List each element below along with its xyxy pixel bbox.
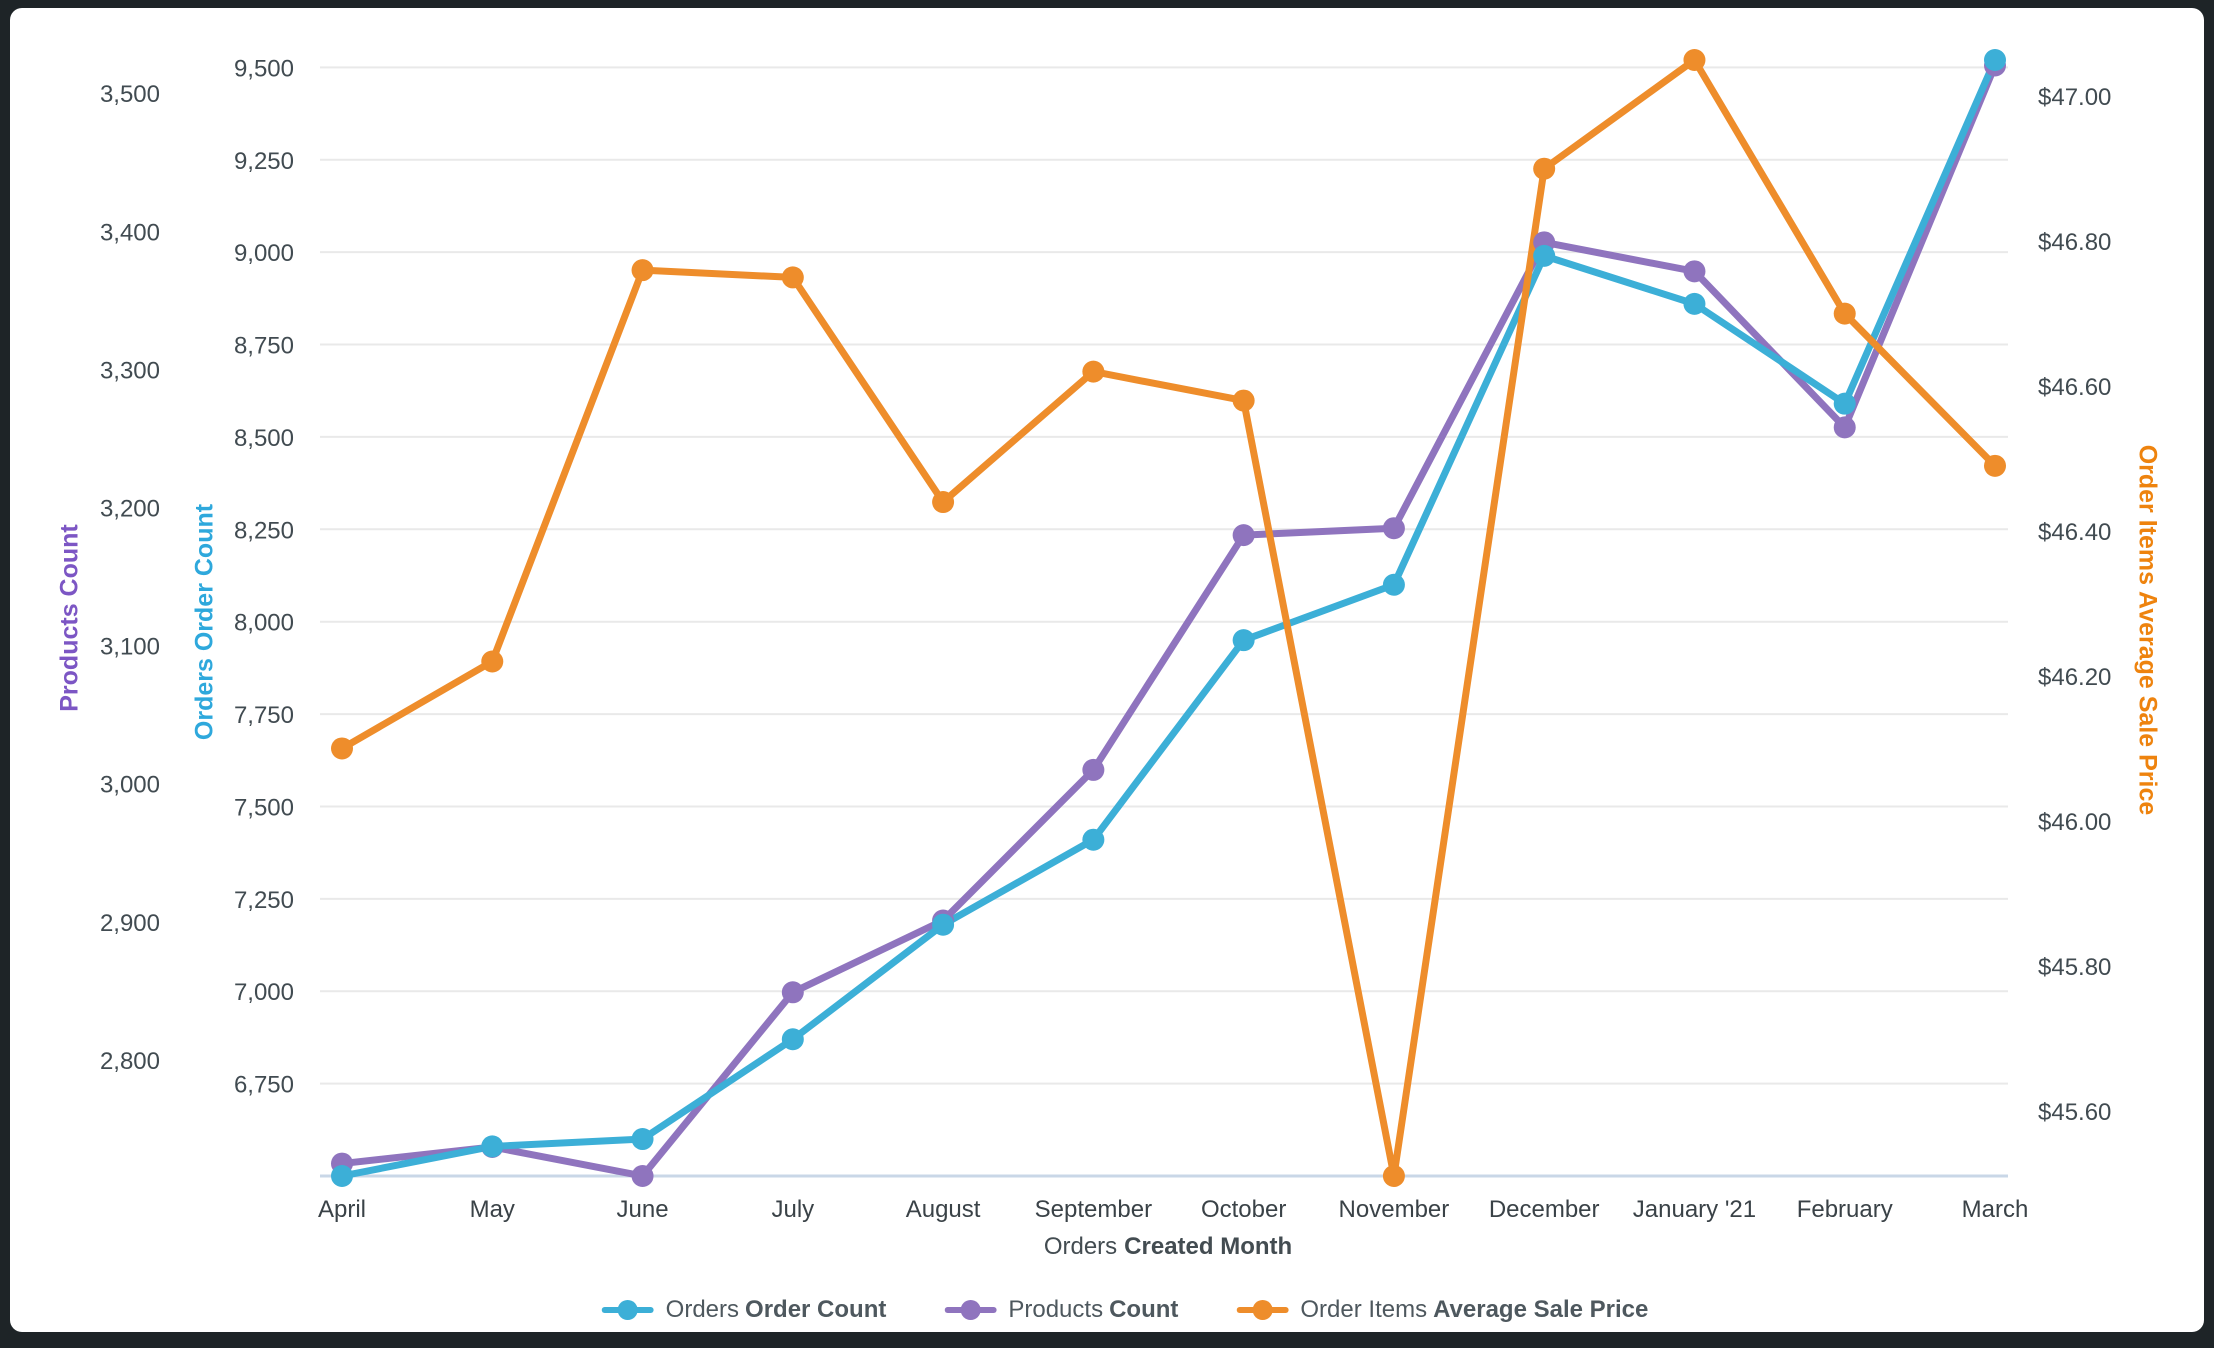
data-point-order_items_average_sale_price-5[interactable] (1082, 360, 1105, 383)
data-point-products_count-9[interactable] (1683, 260, 1706, 283)
y-axis-tick-label-products: 3,200 (100, 496, 160, 523)
y-axis-tick-label-orders: 7,750 (234, 702, 294, 729)
data-point-order_items_average_sale_price-9[interactable] (1683, 49, 1706, 71)
data-point-order_items_average_sale_price-8[interactable] (1533, 157, 1556, 180)
data-point-order_items_average_sale_price-7[interactable] (1382, 1165, 1405, 1187)
y-axis-title-orders-order-count: Orders Order Count (190, 503, 219, 741)
data-point-order_items_average_sale_price-10[interactable] (1833, 302, 1856, 325)
y-axis-tick-label-products: 3,500 (100, 81, 160, 108)
y-axis-tick-label-products: 3,000 (100, 772, 160, 799)
legend-marker-icon (944, 1300, 997, 1320)
data-point-products_count-3[interactable] (781, 981, 804, 1004)
y-axis-tick-label-orders: 8,500 (234, 425, 294, 452)
y-axis-title-average-sale-price: Order Items Average Sale Price (2133, 444, 2162, 816)
y-axis-tick-label-price: $46.60 (2038, 374, 2111, 401)
x-axis-tick-label: October (1201, 1196, 1286, 1223)
data-point-orders_order_count-3[interactable] (781, 1028, 804, 1051)
x-axis-tick-label: February (1797, 1196, 1893, 1223)
series-line-order_items_average_sale_price (338, 56, 1999, 1180)
legend-label: Orders Order Count (665, 1296, 887, 1323)
data-point-order_items_average_sale_price-2[interactable] (631, 259, 654, 282)
data-point-orders_order_count-8[interactable] (1533, 244, 1556, 267)
data-point-order_items_average_sale_price-3[interactable] (781, 266, 804, 289)
legend-label: Order Items Average Sale Price (1300, 1296, 1649, 1323)
y-axis-tick-label-orders: 8,250 (234, 517, 294, 544)
x-axis-title: Orders Created Month (1044, 1233, 1292, 1261)
data-point-orders_order_count-4[interactable] (932, 913, 955, 936)
x-axis-tick-label: April (318, 1196, 366, 1223)
x-axis-tick-label: January '21 (1633, 1196, 1756, 1223)
y-axis-tick-label-products: 3,300 (100, 357, 160, 384)
x-axis-tick-label: July (771, 1196, 814, 1223)
legend-item-products_count[interactable]: Products Count (944, 1296, 1178, 1324)
legend-marker-icon (601, 1300, 654, 1320)
legend-item-order_items_average_sale_price[interactable]: Order Items Average Sale Price (1236, 1296, 1648, 1324)
x-axis-title-bold: Created Month (1124, 1233, 1293, 1260)
data-point-orders_order_count-10[interactable] (1833, 392, 1856, 415)
x-axis-tick-label: June (617, 1196, 669, 1223)
chart-card (10, 8, 2204, 1332)
data-point-orders_order_count-0[interactable] (331, 1165, 353, 1187)
x-axis-tick-label: August (906, 1196, 981, 1223)
legend-marker-icon (1236, 1300, 1289, 1320)
x-axis-tick-label: December (1489, 1196, 1600, 1223)
data-point-order_items_average_sale_price-11[interactable] (1984, 454, 2006, 477)
data-point-orders_order_count-6[interactable] (1232, 629, 1255, 652)
data-point-orders_order_count-9[interactable] (1683, 292, 1706, 315)
x-axis-tick-label: November (1339, 1196, 1450, 1223)
y-axis-tick-label-price: $46.20 (2038, 664, 2111, 691)
y-axis-tick-label-orders: 7,250 (234, 887, 294, 914)
legend-item-orders_order_count[interactable]: Orders Order Count (601, 1296, 887, 1324)
data-point-order_items_average_sale_price-4[interactable] (932, 491, 955, 514)
y-axis-title-products-count: Products Count (55, 524, 84, 712)
y-axis-tick-label-products: 2,800 (100, 1048, 160, 1075)
legend-label: Products Count (1008, 1296, 1179, 1323)
x-axis-tick-label: September (1035, 1196, 1152, 1223)
x-axis-tick-label: May (470, 1196, 515, 1223)
data-point-orders_order_count-7[interactable] (1382, 573, 1405, 596)
data-point-products_count-7[interactable] (1382, 517, 1405, 540)
data-point-orders_order_count-11[interactable] (1984, 49, 2006, 71)
series-line-products_count (338, 62, 1999, 1180)
data-point-order_items_average_sale_price-0[interactable] (331, 737, 353, 760)
y-axis-tick-label-orders: 9,000 (234, 240, 294, 267)
y-axis-tick-label-price: $46.00 (2038, 809, 2111, 836)
data-point-orders_order_count-2[interactable] (631, 1128, 654, 1151)
x-axis-tick-label: March (1962, 1196, 2029, 1223)
data-point-products_count-2[interactable] (631, 1165, 654, 1187)
data-point-orders_order_count-1[interactable] (481, 1135, 504, 1158)
y-axis-tick-label-orders: 7,000 (234, 979, 294, 1006)
y-axis-tick-label-orders: 9,250 (234, 148, 294, 175)
y-axis-tick-label-products: 3,100 (100, 634, 160, 661)
y-axis-tick-label-price: $45.60 (2038, 1099, 2111, 1126)
y-axis-tick-label-orders: 6,750 (234, 1072, 294, 1099)
y-axis-tick-label-products: 3,400 (100, 219, 160, 246)
chart-legend: Orders Order Count Products Count Order Item… (601, 1296, 1648, 1324)
data-point-products_count-6[interactable] (1232, 524, 1255, 547)
y-axis-tick-label-orders: 8,750 (234, 333, 294, 360)
y-axis-tick-label-price: $45.80 (2038, 954, 2111, 981)
data-point-order_items_average_sale_price-1[interactable] (481, 650, 504, 673)
y-axis-tick-label-orders: 8,000 (234, 610, 294, 637)
y-axis-tick-label-orders: 9,500 (234, 55, 294, 82)
y-axis-tick-label-price: $47.00 (2038, 84, 2111, 111)
data-point-orders_order_count-5[interactable] (1082, 828, 1105, 851)
series-line-orders_order_count (338, 56, 1999, 1180)
data-point-order_items_average_sale_price-6[interactable] (1232, 389, 1255, 412)
x-axis-title-prefix: Orders (1043, 1233, 1118, 1260)
y-axis-tick-label-price: $46.80 (2038, 229, 2111, 256)
y-axis-tick-label-products: 2,900 (100, 910, 160, 937)
y-axis-tick-label-orders: 7,500 (234, 794, 294, 821)
data-point-products_count-10[interactable] (1833, 416, 1856, 439)
y-axis-tick-label-price: $46.40 (2038, 519, 2111, 546)
data-point-products_count-5[interactable] (1082, 758, 1105, 781)
